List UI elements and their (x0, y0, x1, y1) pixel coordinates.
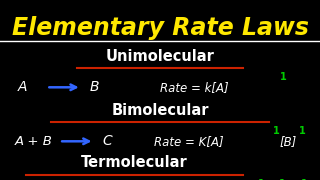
Text: Termolecular: Termolecular (81, 155, 188, 170)
Text: Unimolecular: Unimolecular (106, 49, 214, 64)
Text: 1: 1 (301, 179, 308, 180)
Text: 1: 1 (299, 126, 306, 136)
Text: [B]: [B] (279, 135, 296, 148)
Text: Rate = k[A]: Rate = k[A] (160, 81, 228, 94)
Text: 1: 1 (280, 72, 287, 82)
Text: Bimolecular: Bimolecular (111, 103, 209, 118)
Text: 1: 1 (279, 179, 286, 180)
Text: Rate = K[A]: Rate = K[A] (154, 135, 223, 148)
Text: A + B: A + B (15, 135, 52, 148)
Text: A: A (18, 80, 27, 94)
Text: C: C (102, 134, 112, 148)
Text: 1: 1 (273, 126, 280, 136)
Text: Elementary Rate Laws: Elementary Rate Laws (12, 16, 308, 40)
Text: B: B (90, 80, 99, 94)
Text: 1: 1 (258, 179, 264, 180)
